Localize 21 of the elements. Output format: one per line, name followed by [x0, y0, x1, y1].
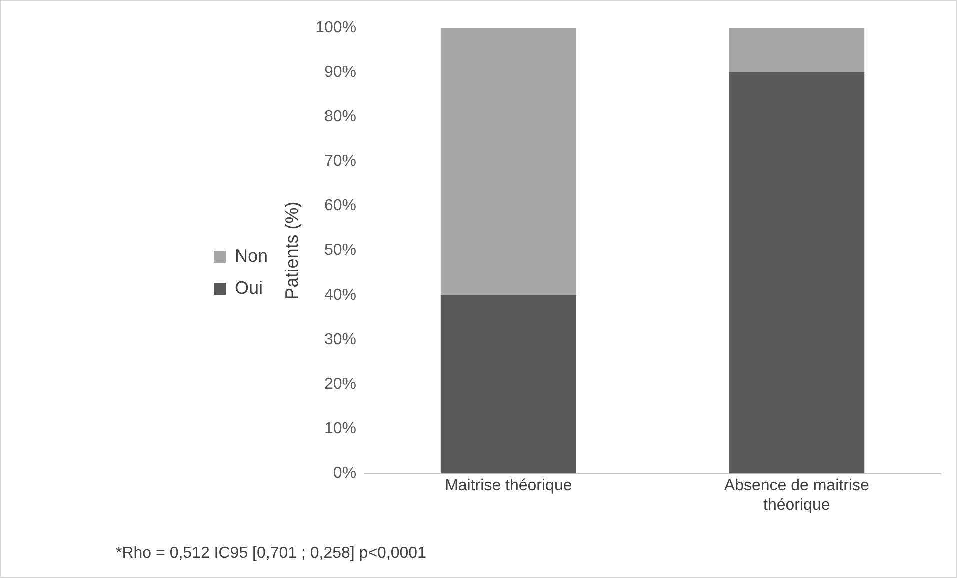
bar — [729, 72, 865, 474]
y-tick-label: 50% — [324, 242, 357, 260]
bar — [440, 28, 576, 296]
legend-label: Oui — [235, 278, 264, 298]
y-tick-label: 0% — [333, 465, 357, 482]
y-tick-label: 60% — [324, 198, 357, 215]
y-tick-label: 20% — [324, 376, 357, 393]
x-tick-label: Absence de maitrise théorique — [724, 478, 870, 514]
y-tick-label: 100% — [316, 19, 357, 36]
legend-label: Non — [235, 246, 268, 266]
y-tick-label: 10% — [324, 420, 357, 438]
text: *Rho = 0,512 IC95 [0,701 ; 0,258] p<0,0001 — [116, 545, 427, 562]
bar — [440, 295, 576, 474]
y-tick-label: 70% — [324, 153, 357, 170]
y-tick-label: 90% — [324, 64, 357, 81]
y-tick-label: 30% — [324, 331, 357, 348]
x-tick-label: Maitrise théorique — [445, 478, 572, 495]
y-tick-label: 80% — [324, 108, 357, 126]
bar — [729, 28, 865, 73]
y-axis-title: Patients (%) — [282, 202, 302, 300]
y-tick-label: 40% — [324, 286, 357, 304]
